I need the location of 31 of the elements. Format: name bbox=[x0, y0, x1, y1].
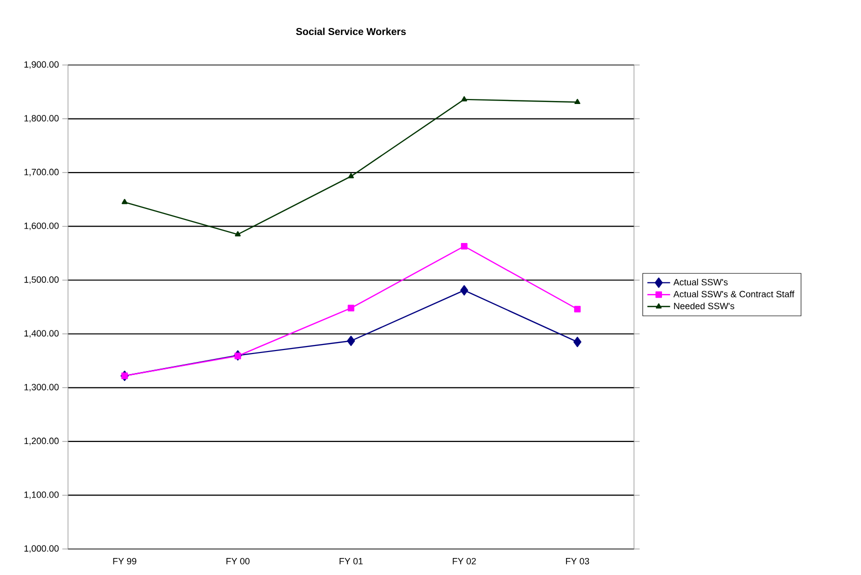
point bbox=[461, 96, 468, 102]
y-tick-label: 1,600.00 bbox=[24, 222, 59, 230]
chart-title: Social Service Workers bbox=[296, 28, 406, 36]
x-tick-label: FY 01 bbox=[340, 558, 363, 564]
point bbox=[460, 285, 468, 296]
x-tick-label: FY 99 bbox=[113, 558, 136, 564]
x-tick-label: FY 00 bbox=[226, 558, 250, 564]
y-tick-label: 1,900.00 bbox=[24, 61, 59, 69]
point bbox=[122, 198, 128, 204]
point bbox=[234, 352, 242, 360]
legend-label: Actual SSW's bbox=[673, 278, 728, 286]
y-tick-label: 1,300.00 bbox=[24, 384, 59, 392]
point bbox=[348, 304, 354, 312]
point bbox=[573, 336, 582, 348]
x-tick-label: FY 02 bbox=[452, 558, 476, 564]
y-tick-label: 1,500.00 bbox=[24, 276, 59, 284]
legend-label: Needed SSW's bbox=[674, 302, 734, 310]
legend-label: Actual SSW's & Contract Staff bbox=[673, 290, 794, 298]
point bbox=[574, 306, 581, 312]
point bbox=[348, 173, 354, 178]
y-tick-label: 1,100.00 bbox=[24, 491, 59, 499]
y-tick-label: 1,800.00 bbox=[24, 115, 59, 123]
point bbox=[234, 231, 241, 236]
y-tick-label: 1,000.00 bbox=[24, 545, 59, 553]
y-tick-label: 1,200.00 bbox=[24, 438, 59, 446]
point bbox=[347, 336, 356, 346]
y-tick-label: 1,700.00 bbox=[24, 168, 59, 176]
point bbox=[460, 242, 468, 250]
x-tick-label: FY 03 bbox=[566, 558, 590, 564]
point bbox=[574, 98, 580, 104]
y-tick-label: 1,400.00 bbox=[24, 330, 59, 338]
